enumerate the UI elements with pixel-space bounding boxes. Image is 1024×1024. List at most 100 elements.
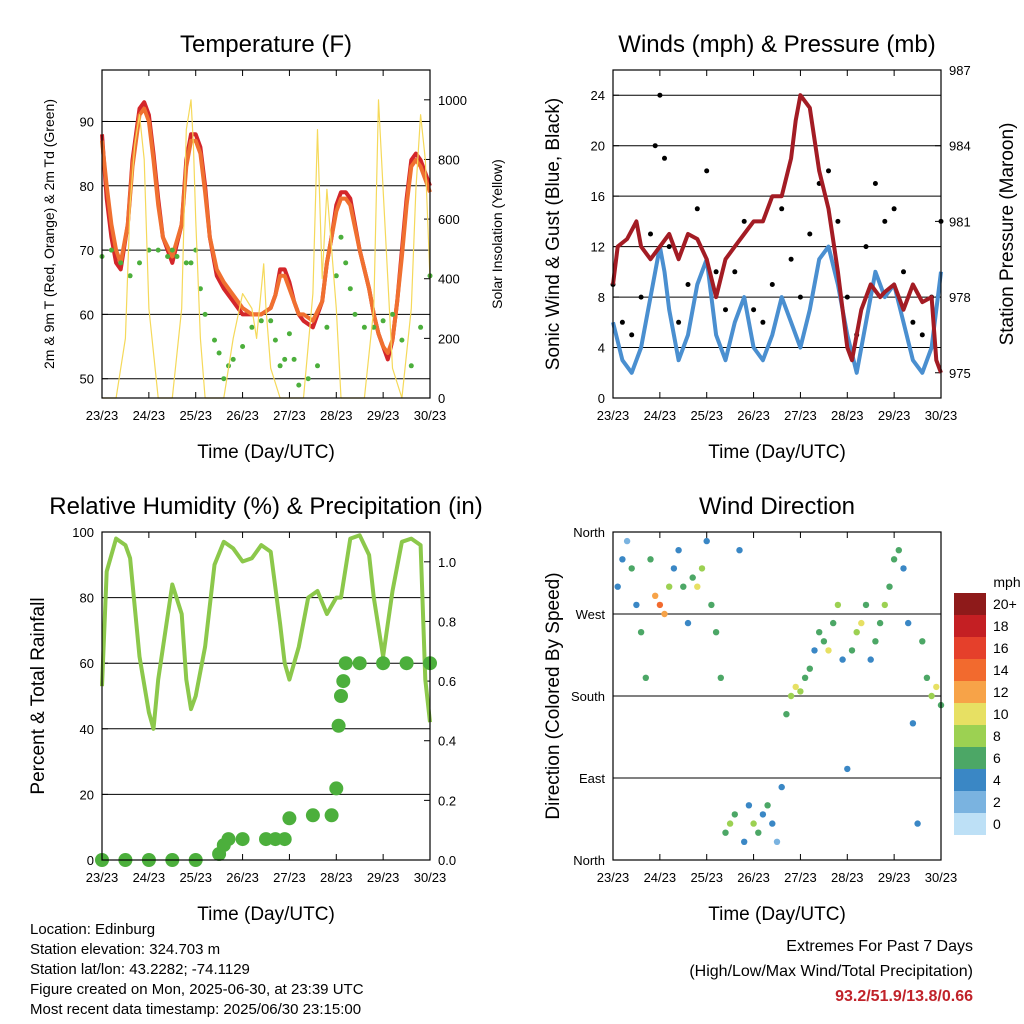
data-point (291, 356, 297, 362)
wind-point (642, 674, 649, 681)
data-point (352, 656, 367, 671)
colorbar-label: 18 (993, 618, 1009, 634)
colorbar-label: 0 (993, 816, 1001, 832)
x-tick-label: 24/23 (644, 408, 677, 423)
colorbar-swatch (954, 615, 986, 637)
data-point (666, 244, 672, 250)
figure-created: Figure created on Mon, 2025-06-30, at 23… (30, 981, 364, 998)
y-tick-label: South (571, 689, 605, 704)
chart-panel-1: Temperature (F) 50 60 70 80 90 0 200 400 600 800 10… (41, 31, 505, 463)
wind-point (778, 783, 785, 791)
x-tick-label: 30/23 (414, 408, 447, 423)
chart-title: Relative Humidity (%) & Precipitation (i… (49, 493, 482, 520)
wind-point (633, 601, 640, 609)
y2-axis-label: Station Pressure (Maroon) (997, 123, 1018, 346)
x-tick-label: 28/23 (831, 870, 864, 885)
colorbar-label: 16 (993, 640, 1009, 656)
x-tick-label: 24/23 (133, 870, 166, 885)
data-point (352, 311, 358, 317)
y-tick-label: 40 (80, 722, 94, 737)
x-tick-label: 24/23 (644, 870, 677, 885)
wind-point (923, 674, 931, 681)
extremes-box: Extremes For Past 7 Days (High/Low/Max W… (689, 934, 973, 1009)
wind-point (816, 629, 823, 636)
data-point (619, 319, 625, 325)
wind-point (722, 829, 729, 836)
data-point (361, 324, 367, 330)
x-tick-label: 25/23 (690, 408, 723, 423)
data-point (676, 319, 682, 325)
data-point (305, 808, 320, 823)
extremes-subtitle: (High/Low/Max Wind/Total Precipitation) (689, 963, 973, 980)
x-tick-label: 27/23 (784, 408, 817, 423)
data-point (347, 286, 353, 292)
wind-point (666, 583, 673, 590)
wind-point (881, 601, 888, 609)
data-point (797, 294, 803, 300)
x-axis-label: Time (Day/UTC) (197, 442, 335, 463)
x-tick-label: 29/23 (367, 408, 400, 423)
data-point (329, 781, 344, 796)
station-latlon: Station lat/lon: 43.2282; -74.1129 (30, 961, 250, 978)
chart-panel-4: Wind Direction North East South West North 23/… (543, 493, 1021, 925)
colorbar-swatch (954, 703, 986, 725)
plot-frame (101, 531, 431, 861)
x-tick-label: 26/23 (226, 408, 259, 423)
x-tick-label: 29/23 (878, 408, 911, 423)
wind-point (741, 838, 748, 845)
extremes-title: Extremes For Past 7 Days (786, 938, 973, 955)
wind-point (825, 647, 832, 654)
x-tick-label: 29/23 (367, 870, 400, 885)
wind-point (712, 629, 720, 636)
x-tick-label: 23/23 (86, 870, 119, 885)
y2-tick-label: 0.4 (438, 734, 456, 749)
data-point (685, 282, 691, 287)
data-point (638, 294, 644, 300)
wind-point (614, 583, 621, 590)
wind-point (872, 638, 879, 645)
y-tick-label: 70 (80, 243, 94, 258)
y2-tick-label: 0.8 (438, 614, 456, 629)
data-point (872, 181, 878, 186)
colorbar-swatch (954, 593, 986, 615)
y-tick-label: 20 (591, 139, 605, 154)
y-tick-label: 80 (80, 591, 94, 606)
data-point (652, 143, 658, 149)
wind-point (867, 656, 874, 663)
wind-point (661, 610, 668, 618)
station-info: Location: Edinburg Station elevation: 32… (30, 920, 364, 1020)
wind-point (637, 629, 645, 636)
data-point (212, 337, 217, 343)
data-point (338, 234, 344, 240)
y2-tick-label: 800 (438, 152, 460, 167)
wind-point (853, 629, 860, 636)
x-tick-label: 24/23 (133, 408, 166, 423)
series-line-1 (611, 244, 943, 375)
wind-point (736, 547, 743, 554)
x-tick-label: 28/23 (320, 408, 353, 423)
wind-point (820, 638, 828, 645)
y2-tick-label: 1.0 (438, 555, 456, 570)
colorbar-swatch (954, 659, 986, 681)
wind-point (890, 556, 898, 563)
data-point (324, 808, 339, 823)
x-tick-label: 23/23 (597, 408, 630, 423)
data-point (769, 282, 775, 287)
wind-point (703, 537, 710, 545)
y-tick-label: West (576, 607, 606, 622)
wind-point (928, 692, 935, 700)
data-point (169, 247, 175, 253)
data-point (418, 324, 424, 330)
y2-tick-label: 200 (438, 331, 460, 346)
colorbar-swatch (954, 769, 986, 791)
data-point (704, 168, 710, 174)
wind-point (689, 574, 696, 581)
wind-point (844, 765, 851, 773)
wind-point (628, 565, 635, 572)
y-tick-label: 8 (598, 290, 605, 305)
data-point (751, 307, 757, 313)
data-point (197, 286, 203, 292)
data-point (399, 656, 414, 671)
colorbar-swatch (954, 681, 986, 703)
